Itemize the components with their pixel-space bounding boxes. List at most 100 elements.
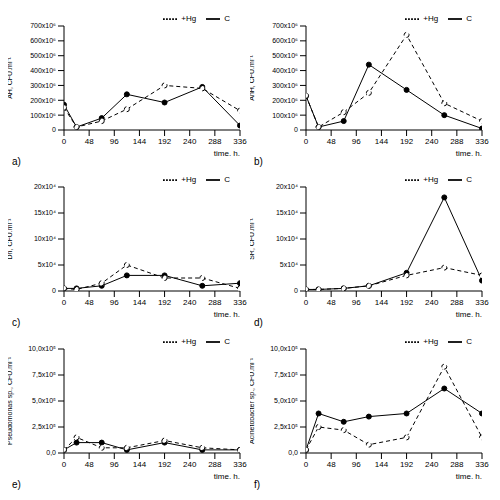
svg-text:5x10⁴: 5x10⁴: [280, 262, 298, 269]
svg-text:SR, CFU.ml⁻¹: SR, CFU.ml⁻¹: [250, 218, 255, 260]
svg-text:0: 0: [62, 298, 67, 307]
svg-text:600x10⁶: 600x10⁶: [30, 37, 56, 44]
svg-text:240: 240: [183, 298, 197, 307]
svg-text:0: 0: [304, 137, 309, 146]
svg-text:100x10⁶: 100x10⁶: [30, 112, 56, 119]
svg-text:96: 96: [110, 459, 119, 468]
svg-text:10x10⁴: 10x10⁴: [276, 236, 298, 243]
svg-text:96: 96: [352, 459, 361, 468]
svg-text:144: 144: [375, 459, 389, 468]
svg-text:10x10⁴: 10x10⁴: [34, 236, 56, 243]
svg-text:240: 240: [183, 137, 197, 146]
svg-text:336: 336: [475, 137, 489, 146]
svg-text:288: 288: [208, 137, 222, 146]
svg-text:0: 0: [294, 126, 298, 133]
svg-text:48: 48: [327, 298, 336, 307]
svg-text:time, h.: time, h.: [456, 149, 482, 156]
svg-text:0: 0: [62, 137, 67, 146]
svg-text:7,5x10⁵: 7,5x10⁵: [274, 371, 298, 378]
svg-text:192: 192: [158, 298, 172, 307]
svg-text:2,5x10⁵: 2,5x10⁵: [32, 423, 56, 430]
svg-text:96: 96: [110, 137, 119, 146]
svg-text:5,0x10⁵: 5,0x10⁵: [274, 397, 298, 404]
svg-text:AH, CFU.ml⁻¹: AH, CFU.ml⁻¹: [8, 57, 13, 99]
svg-text:144: 144: [375, 137, 389, 146]
svg-text:336: 336: [233, 137, 247, 146]
svg-text:2,5x10⁵: 2,5x10⁵: [274, 423, 298, 430]
svg-text:300x10⁶: 300x10⁶: [30, 82, 56, 89]
svg-text:500x10⁶: 500x10⁶: [272, 52, 298, 59]
svg-text:192: 192: [400, 298, 414, 307]
svg-text:192: 192: [158, 459, 172, 468]
svg-text:AnH, CFU.ml⁻¹: AnH, CFU.ml⁻¹: [250, 55, 255, 101]
html-text:+Hg: +Hg: [181, 175, 197, 185]
svg-text:48: 48: [327, 459, 336, 468]
svg-text:144: 144: [375, 298, 389, 307]
svg-text:192: 192: [400, 137, 414, 146]
svg-text:7,5x10⁵: 7,5x10⁵: [32, 371, 56, 378]
svg-text:700x10⁶: 700x10⁶: [30, 22, 56, 29]
svg-text:288: 288: [450, 137, 464, 146]
svg-text:Acinetobacter sp., CFU.ml⁻¹: Acinetobacter sp., CFU.ml⁻¹: [250, 357, 256, 444]
svg-text:0: 0: [304, 459, 309, 468]
svg-text:5,0x10⁵: 5,0x10⁵: [32, 397, 56, 404]
svg-text:700x10⁶: 700x10⁶: [272, 22, 298, 29]
svg-text:288: 288: [450, 298, 464, 307]
svg-text:20x10⁴: 20x10⁴: [276, 184, 298, 191]
svg-text:400x10⁶: 400x10⁶: [272, 67, 298, 74]
svg-text:0,0: 0,0: [46, 449, 56, 456]
svg-text:200x10⁶: 200x10⁶: [272, 97, 298, 104]
svg-text:288: 288: [208, 298, 222, 307]
svg-text:5x10⁴: 5x10⁴: [38, 262, 56, 269]
svg-text:192: 192: [400, 459, 414, 468]
svg-text:Pseudomonas sp., CFU.ml⁻¹: Pseudomonas sp., CFU.ml⁻¹: [8, 356, 14, 445]
svg-text:0: 0: [294, 288, 298, 295]
svg-text:time, h.: time, h.: [456, 472, 482, 479]
svg-text:10,0x10⁵: 10,0x10⁵: [28, 345, 56, 352]
svg-text:600x10⁶: 600x10⁶: [272, 37, 298, 44]
svg-text:time, h.: time, h.: [456, 310, 482, 317]
html-text:+Hg: +Hg: [423, 175, 439, 185]
svg-text:0: 0: [52, 126, 56, 133]
svg-text:500x10⁶: 500x10⁶: [30, 52, 56, 59]
svg-text:240: 240: [183, 459, 197, 468]
svg-text:288: 288: [450, 459, 464, 468]
svg-text:144: 144: [133, 298, 147, 307]
svg-text:15x10⁴: 15x10⁴: [34, 210, 56, 217]
svg-text:48: 48: [85, 298, 94, 307]
svg-text:336: 336: [233, 459, 247, 468]
svg-text:48: 48: [85, 459, 94, 468]
svg-text:100x10⁶: 100x10⁶: [272, 112, 298, 119]
svg-text:0: 0: [52, 288, 56, 295]
svg-text:time, h.: time, h.: [214, 149, 240, 156]
svg-text:336: 336: [475, 459, 489, 468]
svg-text:96: 96: [352, 137, 361, 146]
svg-text:10,0x10⁵: 10,0x10⁵: [270, 345, 298, 352]
svg-text:400x10⁶: 400x10⁶: [30, 67, 56, 74]
svg-text:0,0: 0,0: [288, 449, 298, 456]
svg-text:96: 96: [110, 298, 119, 307]
svg-text:time, h.: time, h.: [214, 472, 240, 479]
svg-text:288: 288: [208, 459, 222, 468]
svg-text:336: 336: [475, 298, 489, 307]
svg-text:48: 48: [85, 137, 94, 146]
svg-text:time, h.: time, h.: [214, 310, 240, 317]
svg-text:144: 144: [133, 459, 147, 468]
svg-text:192: 192: [158, 137, 172, 146]
svg-text:240: 240: [425, 137, 439, 146]
svg-text:300x10⁶: 300x10⁶: [272, 82, 298, 89]
svg-text:Dn, CFU.ml⁻¹: Dn, CFU.ml⁻¹: [8, 218, 13, 260]
svg-text:96: 96: [352, 298, 361, 307]
svg-text:144: 144: [133, 137, 147, 146]
svg-text:200x10⁶: 200x10⁶: [30, 97, 56, 104]
svg-text:336: 336: [233, 298, 247, 307]
svg-text:240: 240: [425, 459, 439, 468]
svg-text:20x10⁴: 20x10⁴: [34, 184, 56, 191]
svg-text:240: 240: [425, 298, 439, 307]
svg-text:0: 0: [304, 298, 309, 307]
svg-text:48: 48: [327, 137, 336, 146]
html-text:+Hg: +Hg: [423, 14, 439, 24]
svg-text:15x10⁴: 15x10⁴: [276, 210, 298, 217]
html-text:+Hg: +Hg: [181, 14, 197, 24]
svg-text:0: 0: [62, 459, 67, 468]
